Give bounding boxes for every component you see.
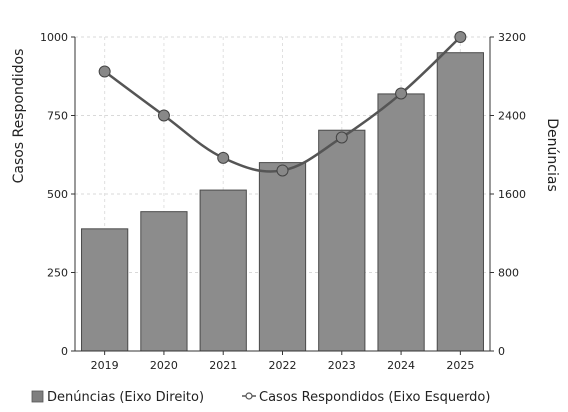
legend: Denúncias (Eixo Direito) Casos Respondid…	[31, 390, 490, 405]
bar-2019	[81, 228, 129, 352]
right-tick-label: 0	[498, 345, 505, 358]
x-tick-label: 2021	[209, 359, 237, 372]
axes: 0 250 500 750 1000 0 800 1600 2400 3200 2019 2020 20…	[40, 31, 526, 372]
line-point-2022	[276, 164, 289, 177]
left-tick-label: 0	[61, 345, 68, 358]
bar-2021	[199, 189, 247, 352]
right-tick-label: 3200	[498, 31, 526, 44]
bar-series	[81, 52, 484, 352]
legend-line-marker	[245, 392, 253, 400]
line-point-2024	[395, 87, 408, 100]
legend-bar-label: Denúncias (Eixo Direito)	[47, 390, 204, 405]
line-series	[98, 31, 467, 177]
x-tick-label: 2024	[387, 359, 415, 372]
x-tick-label: 2022	[269, 359, 297, 372]
right-tick-label: 1600	[498, 188, 526, 201]
right-tick-label: 2400	[498, 110, 526, 123]
legend-line-label: Casos Respondidos (Eixo Esquerdo)	[259, 390, 490, 405]
bar-2023	[318, 129, 366, 352]
x-tick-label: 2019	[91, 359, 119, 372]
left-axis-title: Casos Respondidos	[11, 49, 27, 184]
line-point-2019	[98, 65, 111, 78]
left-tick-label: 500	[47, 188, 68, 201]
x-tick-label: 2020	[150, 359, 178, 372]
bar-2022	[258, 162, 307, 352]
x-tick-label: 2025	[446, 359, 474, 372]
line-point-2023	[335, 131, 348, 144]
right-axis-title: Denúncias	[544, 118, 560, 191]
legend-bar-swatch	[31, 390, 44, 403]
line-point-2020	[157, 109, 170, 122]
bar-2024	[377, 93, 425, 352]
right-tick-label: 800	[498, 267, 519, 280]
left-tick-label: 750	[47, 110, 68, 123]
left-tick-label: 250	[47, 267, 68, 280]
line-point-2021	[217, 151, 230, 164]
bar-2020	[140, 211, 188, 352]
bar-2025	[436, 52, 484, 352]
line-point-2025	[454, 31, 467, 43]
x-tick-label: 2023	[328, 359, 356, 372]
left-tick-label: 1000	[40, 31, 68, 44]
